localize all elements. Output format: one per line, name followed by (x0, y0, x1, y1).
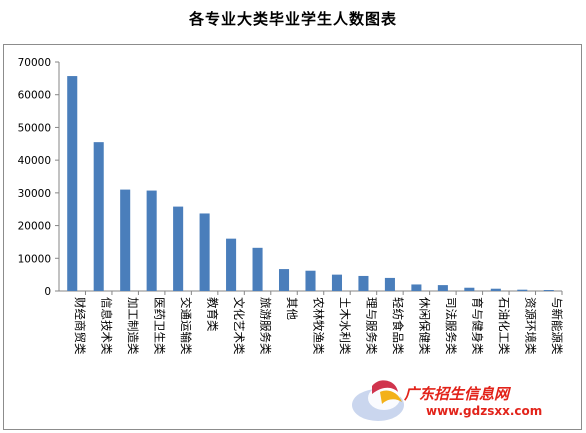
x-category-label: 资源环境类 (523, 297, 537, 355)
x-category-label: 医药卫生类 (153, 297, 167, 355)
bars (67, 76, 554, 292)
bar (173, 206, 184, 291)
bar (146, 190, 157, 291)
watermark-name: 广东招生信息网 (403, 385, 512, 403)
x-category-label: 旅游服务类 (259, 297, 273, 355)
x-category-label: 理与服务类 (364, 297, 378, 355)
chart-title: 各专业大类毕业学生人数图表 (188, 10, 397, 28)
y-tick-label: 60000 (18, 90, 51, 102)
bar (305, 270, 316, 291)
x-category-label: 司法服务类 (444, 297, 458, 355)
x-category-label: 与新能源类 (550, 297, 564, 355)
y-tick-label: 0 (44, 286, 51, 298)
bar (67, 76, 78, 292)
bar (543, 290, 554, 291)
bar (120, 189, 131, 291)
bar (252, 247, 263, 291)
bar (226, 238, 237, 291)
bar (331, 274, 343, 291)
bar (93, 142, 104, 291)
x-category-label: 轻纺食品类 (391, 297, 405, 355)
x-category-label: 育与健身类 (470, 297, 484, 355)
y-tick-label: 10000 (18, 253, 51, 265)
x-category-label: 石油化工类 (497, 297, 511, 355)
bar (437, 285, 448, 291)
bar (490, 288, 501, 291)
x-category-label: 财经商贸类 (73, 297, 87, 355)
x-category-label: 休闲保健类 (417, 297, 431, 355)
bar (278, 269, 290, 291)
plot-border (3, 44, 582, 430)
x-category-label: 土木水利类 (338, 297, 352, 355)
x-category-label: 信息技术类 (100, 297, 114, 355)
x-category-label: 其他 (285, 297, 299, 320)
y-tick-label: 50000 (18, 122, 51, 134)
y-tick-label: 20000 (18, 221, 51, 233)
bar (411, 284, 422, 291)
x-category-labels: 财经商贸类 信息技术类 加工制造类 医药卫生类 交通运输类 教育类 文化艺术类 旅游服务类 其他… (73, 297, 564, 355)
y-tick-label: 70000 (18, 57, 51, 69)
bar (384, 277, 395, 291)
bar (358, 275, 369, 291)
y-tick-label: 40000 (18, 155, 51, 167)
y-tick-label: 30000 (18, 188, 51, 200)
x-category-label: 交通运输类 (179, 297, 193, 355)
bar (464, 287, 475, 291)
watermark-url: www.gdzsxx.com (426, 404, 542, 418)
watermark-logo (352, 380, 404, 421)
bar (199, 213, 210, 291)
y-tick-labels: 0 10000 20000 30000 40000 50000 60000 70000 (18, 57, 59, 298)
x-category-label: 加工制造类 (126, 297, 140, 355)
x-category-label: 农林牧渔类 (312, 297, 326, 355)
x-category-label: 教育类 (206, 297, 220, 332)
watermark: 广东招生信息网 www.gdzsxx.com (352, 380, 542, 421)
bar (517, 289, 528, 291)
x-category-label: 文化艺术类 (232, 297, 246, 355)
